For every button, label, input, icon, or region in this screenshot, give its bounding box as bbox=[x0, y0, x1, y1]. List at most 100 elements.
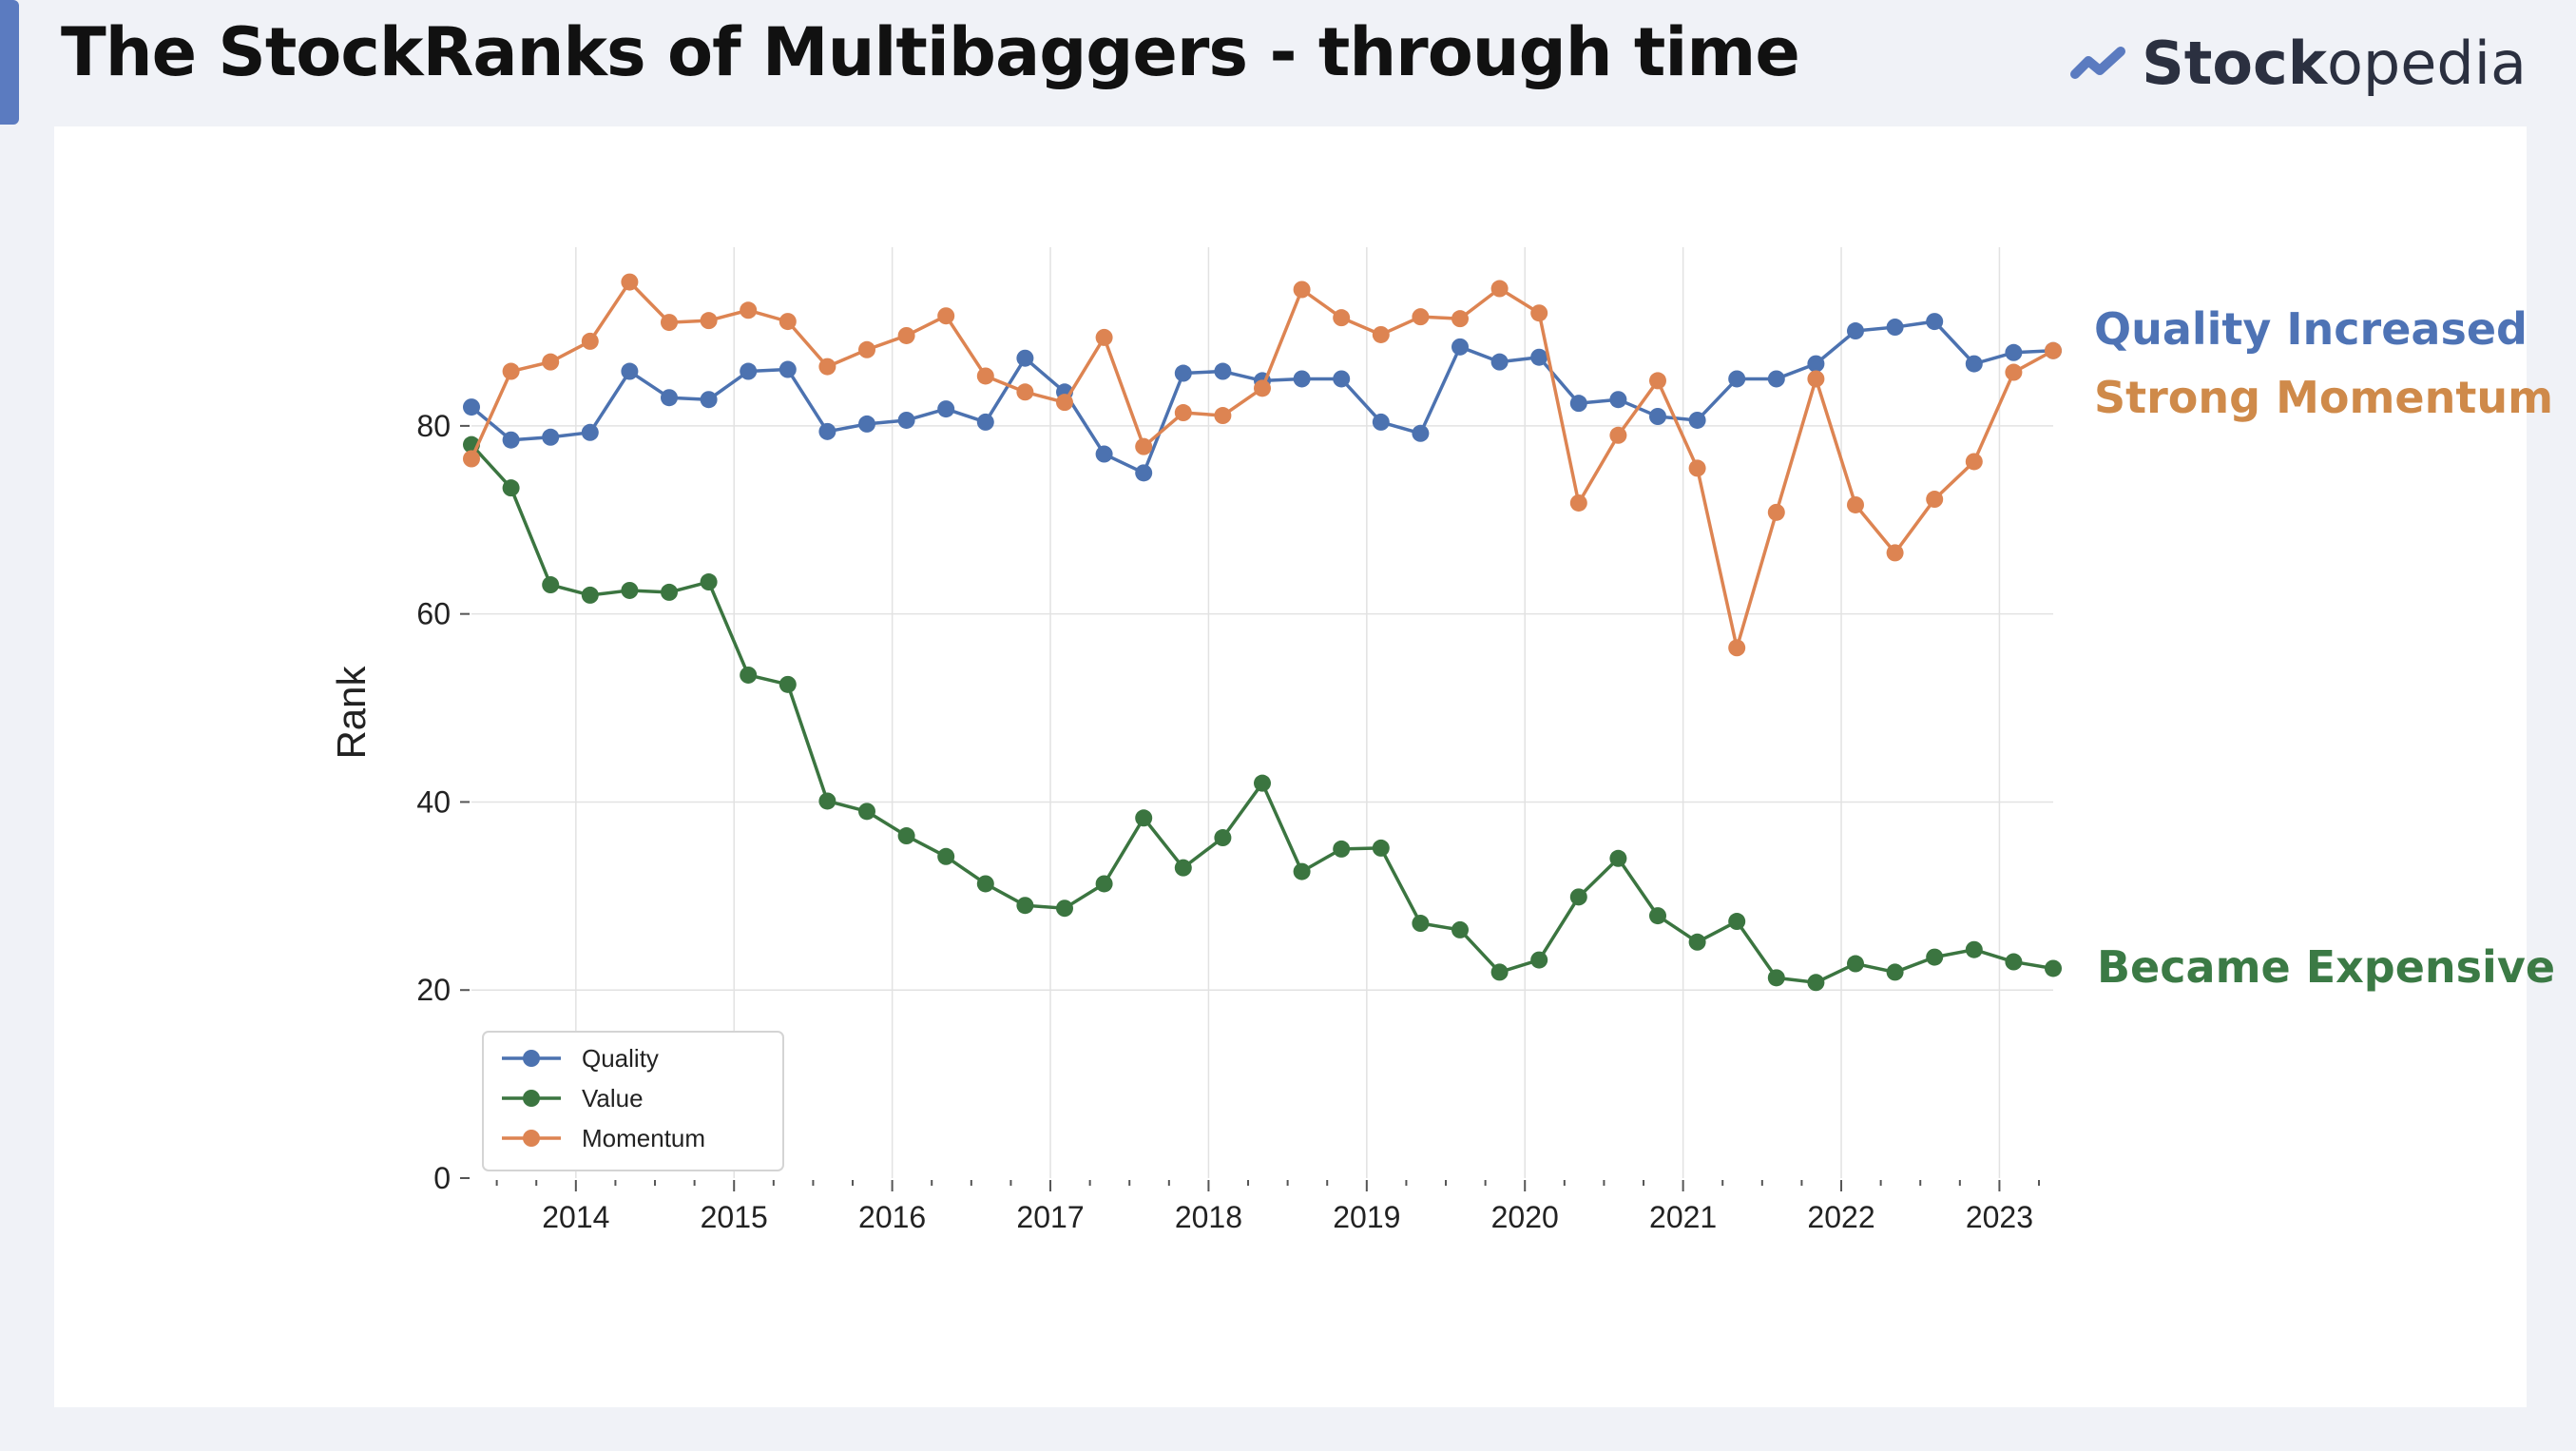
data-point bbox=[700, 573, 718, 591]
data-point bbox=[661, 314, 678, 332]
data-point bbox=[1767, 969, 1785, 987]
data-point bbox=[1767, 370, 1785, 388]
data-point bbox=[2045, 341, 2062, 359]
legend-label: Quality bbox=[582, 1044, 659, 1073]
data-point bbox=[1490, 963, 1509, 981]
y-tick-label: 20 bbox=[416, 973, 451, 1007]
data-point bbox=[1649, 372, 1666, 390]
data-point bbox=[2005, 363, 2023, 381]
data-point bbox=[1490, 280, 1509, 298]
data-point bbox=[1530, 348, 1548, 366]
data-point bbox=[1095, 328, 1113, 346]
legend-label: Momentum bbox=[582, 1124, 705, 1152]
data-point bbox=[1293, 281, 1311, 299]
data-point bbox=[2005, 343, 2023, 361]
logo-text: Stockopedia bbox=[2142, 29, 2527, 98]
data-point bbox=[1847, 322, 1864, 340]
x-tick-label: 2016 bbox=[858, 1200, 926, 1234]
data-point bbox=[1451, 310, 1469, 328]
legend-marker bbox=[523, 1090, 540, 1107]
annotation-quality-increased: Quality Increased bbox=[2094, 303, 2528, 355]
data-point bbox=[1609, 391, 1627, 409]
data-point bbox=[779, 313, 797, 331]
y-tick-label: 40 bbox=[416, 784, 451, 819]
legend-label: Value bbox=[582, 1084, 644, 1112]
y-axis-label: Rank bbox=[329, 665, 374, 759]
data-point bbox=[1965, 355, 1983, 373]
data-point bbox=[661, 583, 678, 601]
data-point bbox=[1649, 408, 1666, 425]
annotation-strong-momentum: Strong Momentum bbox=[2094, 372, 2554, 423]
data-point bbox=[1530, 304, 1548, 322]
page-title: The StockRanks of Multibaggers - through… bbox=[61, 13, 1800, 91]
data-point bbox=[1095, 445, 1113, 463]
data-point bbox=[1530, 951, 1548, 969]
data-point bbox=[1926, 948, 1944, 966]
data-point bbox=[1254, 379, 1271, 397]
data-point bbox=[1293, 370, 1311, 388]
legend-marker bbox=[523, 1050, 540, 1067]
data-point bbox=[1135, 809, 1153, 827]
annotation-became-expensive: Became Expensive bbox=[2097, 941, 2556, 993]
x-tick-label: 2023 bbox=[1966, 1200, 2033, 1234]
data-point bbox=[779, 675, 797, 693]
data-point bbox=[1095, 875, 1113, 893]
data-point bbox=[1886, 319, 1904, 337]
data-point bbox=[1174, 364, 1192, 382]
data-point bbox=[976, 413, 994, 431]
line-chart: 2014 2015 2016 2017 2018 2019 2020 2021 2022 2023… bbox=[329, 247, 2062, 1234]
data-point bbox=[1569, 888, 1587, 906]
data-point bbox=[1016, 349, 1034, 367]
data-point bbox=[1412, 308, 1430, 326]
series-value bbox=[463, 435, 2062, 992]
data-point bbox=[1649, 907, 1666, 925]
data-point bbox=[502, 479, 520, 497]
data-point bbox=[1886, 963, 1904, 981]
series-momentum bbox=[463, 273, 2062, 657]
data-point bbox=[897, 411, 915, 429]
trend-up-icon bbox=[2070, 47, 2126, 79]
data-point bbox=[1490, 353, 1509, 371]
stockopedia-logo: Stockopedia bbox=[2069, 25, 2527, 101]
data-point bbox=[858, 803, 875, 821]
data-point bbox=[897, 326, 915, 344]
data-point bbox=[1214, 407, 1232, 425]
data-point bbox=[1728, 639, 1746, 657]
data-point bbox=[542, 576, 560, 594]
data-point bbox=[1886, 544, 1904, 562]
data-point bbox=[542, 353, 560, 371]
data-point bbox=[2005, 953, 2023, 971]
data-point bbox=[463, 450, 480, 468]
x-tick-label: 2017 bbox=[1016, 1200, 1084, 1234]
data-point bbox=[1056, 900, 1073, 918]
data-point bbox=[1451, 338, 1469, 356]
data-point bbox=[1254, 774, 1271, 792]
data-point bbox=[858, 340, 875, 358]
data-point bbox=[976, 367, 994, 385]
data-point bbox=[700, 391, 718, 409]
data-point bbox=[1807, 974, 1825, 992]
y-tick-label: 60 bbox=[416, 597, 451, 631]
data-point bbox=[700, 312, 718, 330]
data-point bbox=[621, 273, 639, 291]
data-point bbox=[1412, 424, 1430, 442]
data-point bbox=[937, 847, 955, 865]
data-point bbox=[1688, 411, 1706, 429]
x-tick-label: 2020 bbox=[1491, 1200, 1559, 1234]
data-point bbox=[1451, 920, 1469, 938]
data-point bbox=[1847, 495, 1864, 513]
y-tick-label: 80 bbox=[416, 409, 451, 443]
data-point bbox=[1372, 839, 1390, 857]
data-point bbox=[740, 666, 758, 684]
x-tick-label: 2021 bbox=[1649, 1200, 1717, 1234]
data-point bbox=[1569, 395, 1587, 413]
data-point bbox=[581, 332, 599, 350]
data-point bbox=[1965, 453, 1983, 471]
x-tick-label: 2022 bbox=[1807, 1200, 1874, 1234]
data-point bbox=[621, 362, 639, 380]
data-point bbox=[502, 362, 520, 380]
data-point bbox=[1333, 309, 1351, 327]
legend-marker bbox=[523, 1130, 540, 1147]
data-point bbox=[1293, 862, 1311, 880]
data-point bbox=[1688, 933, 1706, 951]
